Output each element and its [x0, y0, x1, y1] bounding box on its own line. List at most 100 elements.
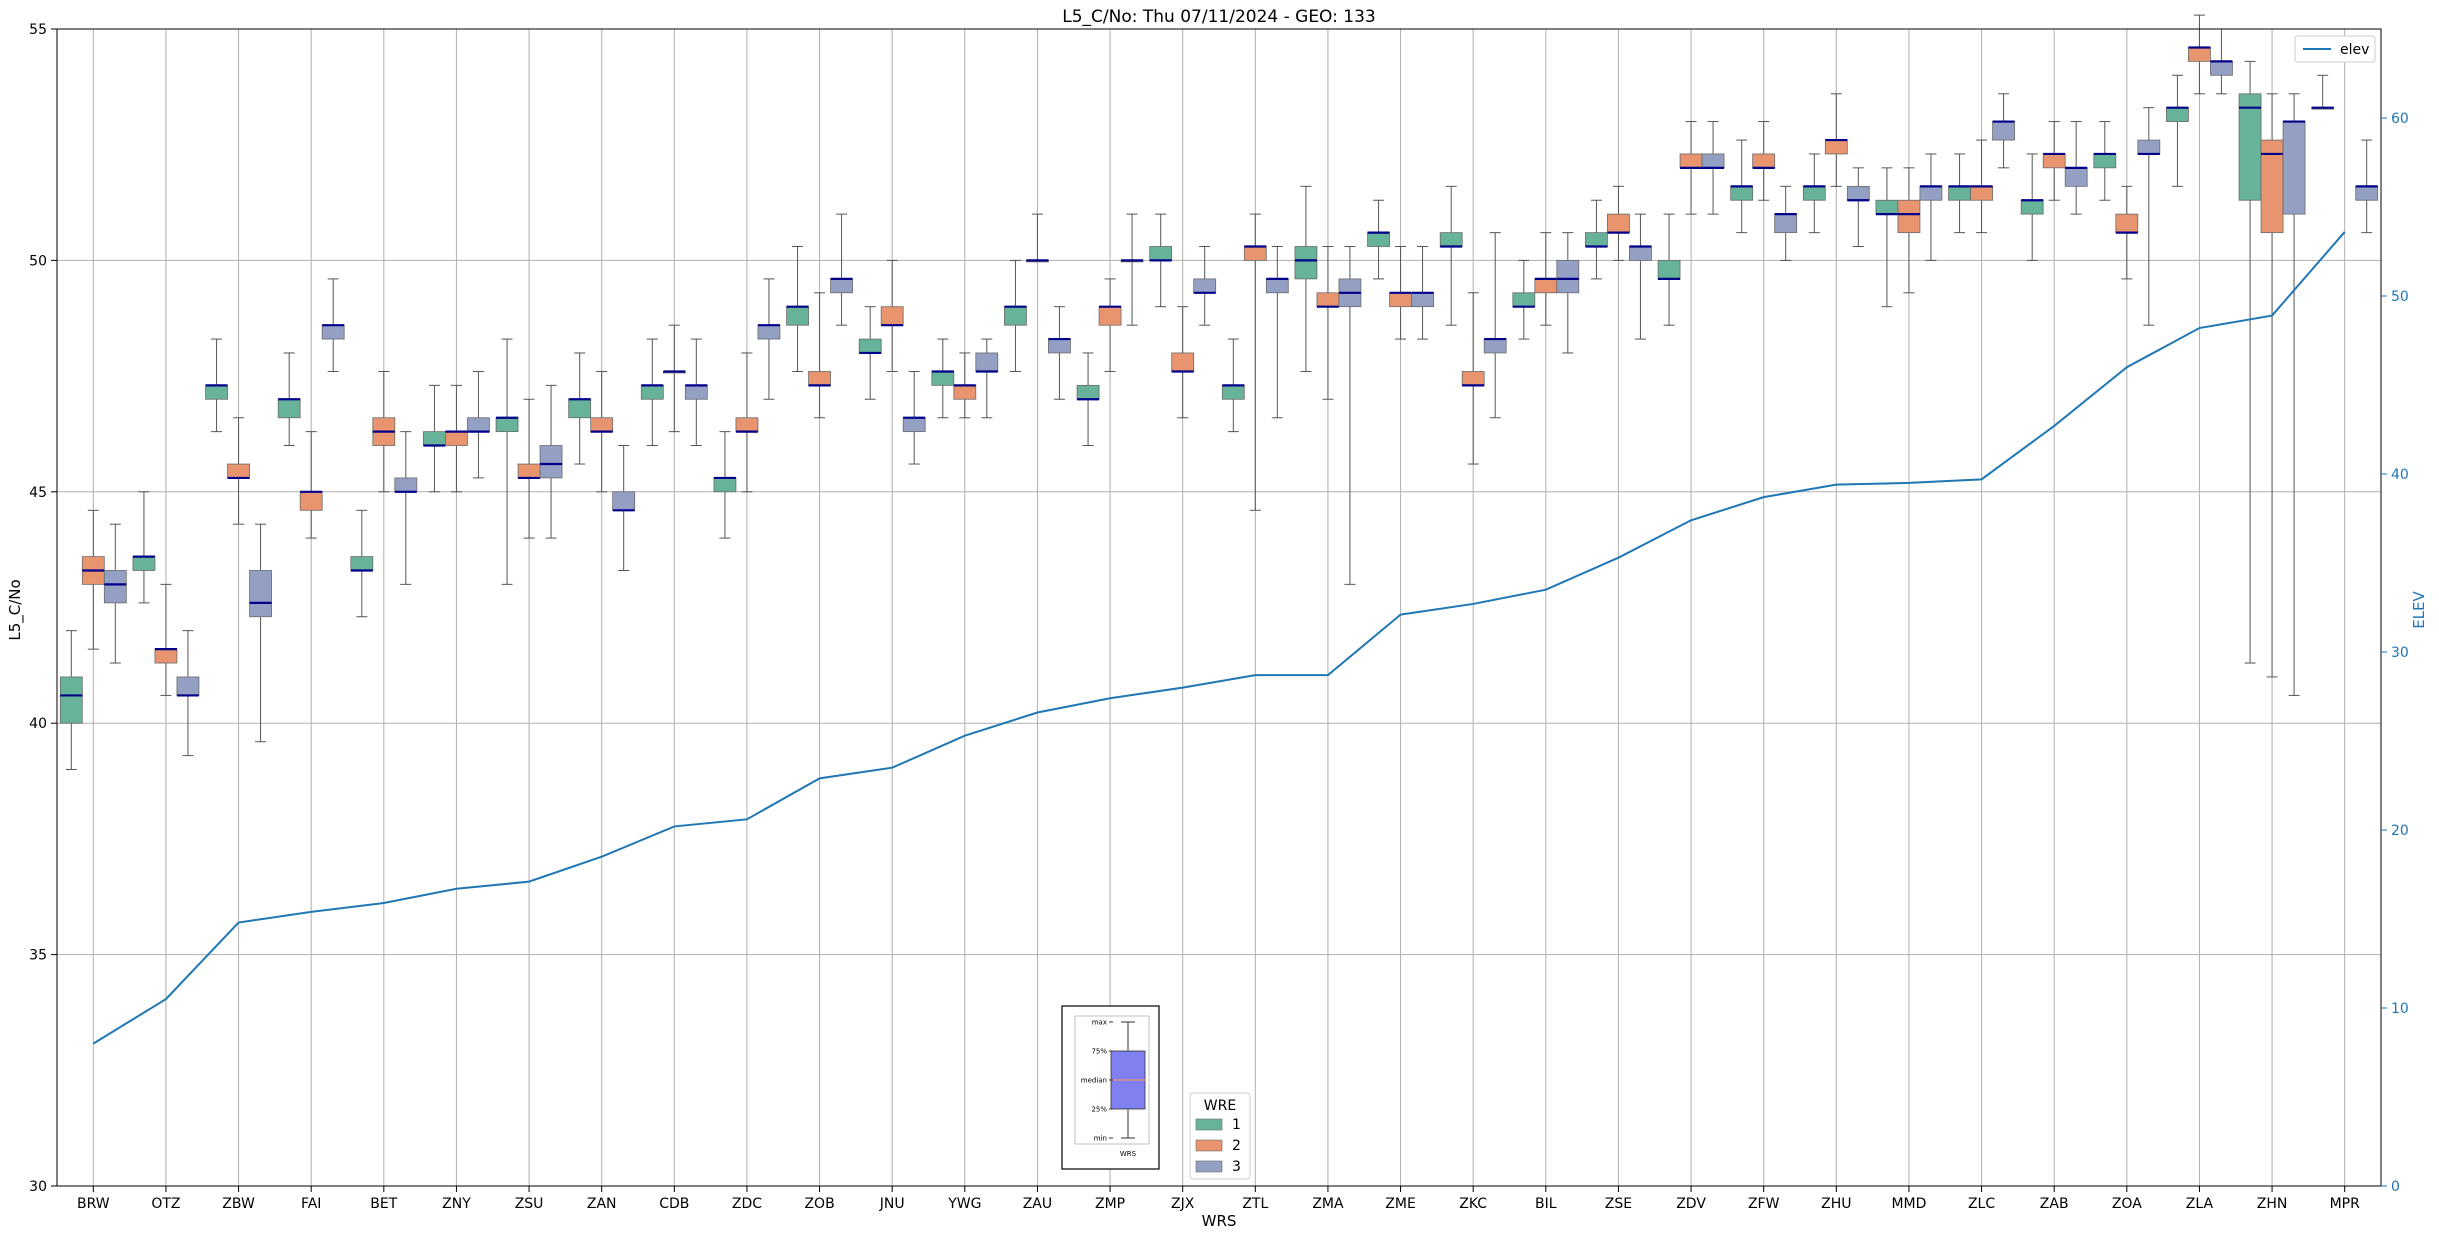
box-zsu-wre1	[495, 338, 519, 585]
x-tick-label: BRW	[77, 1196, 110, 1212]
key-label: median	[1081, 1077, 1107, 1085]
box-iqr	[539, 445, 563, 479]
x-tick-label: ZOA	[2112, 1196, 2142, 1212]
x-tick-label: ZBW	[222, 1196, 255, 1212]
box-zny-wre1	[423, 384, 446, 493]
box-cdb-wre1	[640, 338, 664, 447]
box-iqr	[1802, 185, 1826, 201]
box-iqr	[1730, 185, 1754, 201]
box-iqr	[1629, 246, 1652, 261]
box-bil-wre1	[1512, 259, 1536, 340]
box-iqr	[1439, 232, 1463, 247]
box-zau-wre2	[1026, 213, 1049, 263]
elev-legend-label: elev	[2340, 42, 2369, 58]
box-iqr	[517, 463, 541, 479]
box-iqr	[1875, 199, 1899, 215]
box-iqr	[154, 648, 178, 664]
box-zmp-wre1	[1076, 352, 1100, 447]
x-tick-label: ZKC	[1459, 1196, 1487, 1212]
box-zsu-wre2	[517, 398, 541, 539]
box-ywg-wre1	[931, 338, 955, 419]
y-tick-label: 50	[29, 253, 47, 269]
x-tick-label: ZME	[1385, 1196, 1416, 1212]
y-tick-label: 35	[29, 948, 47, 964]
box-iqr	[423, 431, 446, 446]
x-tick-label: ZMA	[1312, 1196, 1344, 1212]
box-zse-wre2	[1607, 185, 1630, 261]
box-iqr	[2137, 139, 2161, 155]
box-zbw-wre3	[249, 523, 272, 743]
box-cdb-wre2	[662, 324, 686, 433]
box-iqr	[277, 398, 301, 419]
box-zbw-wre2	[227, 417, 250, 525]
box-iqr	[1461, 371, 1485, 386]
x-tick-label: FAI	[301, 1196, 321, 1212]
box-iqr	[612, 491, 636, 511]
box-ztl-wre3	[1265, 246, 1289, 419]
x-tick-label: ZAN	[587, 1196, 617, 1212]
box-zoa-wre1	[2093, 121, 2117, 201]
x-tick-label: ZHU	[1821, 1196, 1851, 1212]
plot-frame	[56, 28, 2382, 1187]
x-tick-label: ZLC	[1968, 1196, 1995, 1212]
x-tick-label: CDB	[659, 1196, 689, 1212]
box-iqr	[321, 324, 345, 340]
x-tick-label: ZMP	[1095, 1196, 1125, 1212]
box-iqr	[1512, 292, 1536, 308]
box-iqr	[1294, 246, 1318, 280]
box-iqr	[1411, 292, 1434, 308]
box-iqr	[1149, 246, 1173, 261]
box-iqr	[1265, 278, 1289, 294]
box-iqr	[808, 371, 831, 386]
box-zob-wre1	[786, 246, 809, 372]
box-brw-wre1	[59, 630, 83, 770]
box-iqr	[1004, 306, 1027, 326]
box-iqr	[1970, 185, 1993, 201]
box-zfw-wre2	[1752, 121, 1776, 201]
x-tick-label: BET	[370, 1196, 397, 1212]
box-iqr	[2188, 47, 2211, 62]
box-iqr	[394, 477, 418, 493]
box-zdc-wre1	[713, 431, 737, 539]
elev-legend-box	[2294, 35, 2376, 63]
box-iqr	[2282, 121, 2306, 215]
box-iqr	[786, 306, 809, 326]
x-tick-label: ZAU	[1023, 1196, 1052, 1212]
box-ztl-wre2	[1243, 213, 1267, 511]
box-zan-wre2	[590, 370, 614, 493]
wre-legend-label: 1	[1232, 1117, 1241, 1133]
wre-legend: WRE 1 2 3	[1189, 1092, 1251, 1180]
box-iqr	[640, 384, 664, 400]
box-zhn-wre1	[2238, 60, 2262, 664]
box-iqr	[1679, 153, 1703, 169]
wre-legend-label: 3	[1232, 1159, 1241, 1175]
axes: 30 35 40 45 50 55 0 10 20 30 40 50 60 BRW OTZ ZBW FAI BET…	[29, 22, 2409, 1212]
box-iqr	[880, 306, 904, 326]
box-iqr	[1556, 259, 1580, 294]
box-zlc-wre2	[1970, 139, 1993, 234]
box-iqr	[902, 417, 926, 433]
y-tick-label: 55	[29, 22, 47, 38]
x-tick-label: ZDV	[1676, 1196, 1706, 1212]
box-iqr	[1607, 213, 1630, 234]
y2-tick-label: 50	[2391, 289, 2409, 305]
box-zan-wre1	[568, 352, 592, 465]
box-zhn-wre2	[2260, 93, 2284, 678]
y2-tick-label: 40	[2391, 467, 2409, 483]
box-iqr	[1585, 232, 1608, 247]
box-brw-wre3	[103, 523, 127, 664]
box-fai-wre1	[277, 352, 301, 447]
box-iqr	[757, 324, 781, 340]
x-tick-label: ZTL	[1242, 1196, 1268, 1212]
x-tick-label: ZAB	[2040, 1196, 2069, 1212]
y-tick-label: 40	[29, 716, 47, 732]
box-iqr	[1389, 292, 1412, 308]
x-tick-label: YWG	[947, 1196, 981, 1212]
box-zse-wre3	[1629, 213, 1652, 340]
box-iqr	[830, 278, 853, 294]
box-iqr	[176, 676, 200, 696]
box-zhu-wre2	[1824, 93, 1848, 187]
wre-legend-box	[1189, 1092, 1251, 1180]
box-zlc-wre1	[1948, 153, 1971, 234]
